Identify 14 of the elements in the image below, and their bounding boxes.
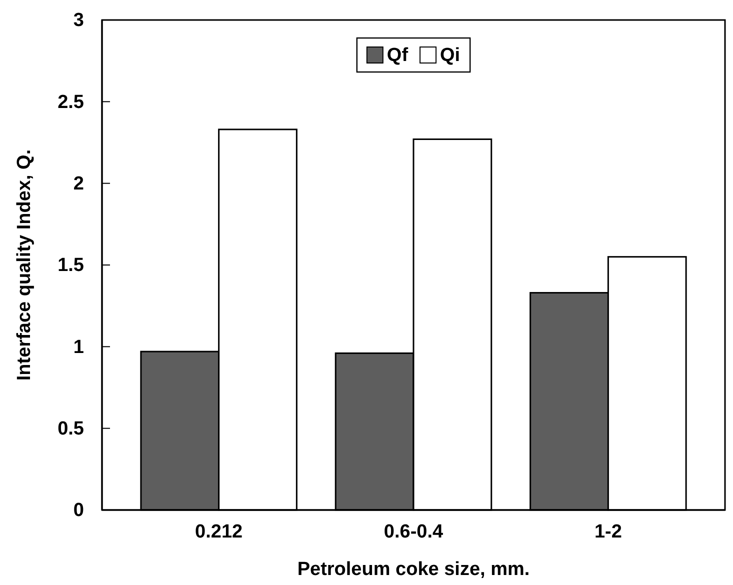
y-tick-label: 1.5 xyxy=(58,255,84,276)
x-tick-label: 0.6-0.4 xyxy=(384,521,444,542)
y-axis-title: Interface quality Index, Q. xyxy=(14,149,35,381)
y-tick-label: 1 xyxy=(73,336,84,358)
legend-label: Qi xyxy=(440,45,460,66)
x-tick-label: 1-2 xyxy=(594,521,622,542)
y-tick-label: 0.5 xyxy=(58,418,84,440)
legend-label: Qf xyxy=(386,45,409,66)
y-tick-label: 2.5 xyxy=(58,92,84,113)
y-tick-label: 2 xyxy=(73,173,84,194)
y-tick-label: 3 xyxy=(73,10,84,32)
y-tick-label: 0 xyxy=(73,500,84,522)
x-axis-title: Petroleum coke size, mm. xyxy=(297,559,530,580)
x-tick-label: 0.212 xyxy=(195,521,243,542)
